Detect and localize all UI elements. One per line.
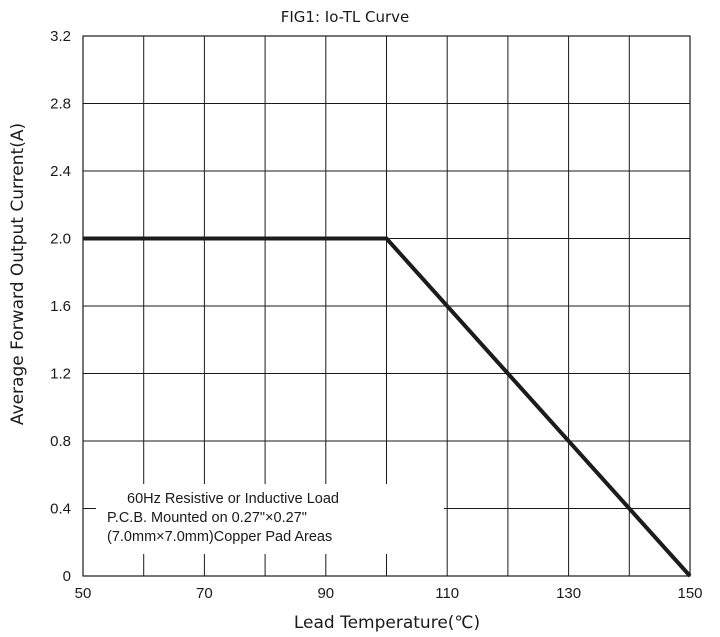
y-tick-label: 3.2 (50, 28, 71, 45)
series (83, 236, 692, 578)
y-axis-title: Average Forward Output Current(A) (8, 123, 28, 425)
chart-title: FIG1: Io-TL Curve (281, 8, 410, 26)
x-tick-label: 130 (556, 585, 581, 602)
y-tick-label: 0.4 (50, 501, 71, 518)
x-tick-label: 90 (317, 585, 334, 602)
annotation-line: P.C.B. Mounted on 0.27"×0.27" (107, 510, 307, 526)
series-line (83, 236, 692, 578)
tick-labels: 50 70 90 110 130 150 0 0.4 0.8 1.2 1.6 2.0 2.4 2.8 3.2 (50, 28, 702, 602)
annotation: 60Hz Resistive or Inductive Load P.C.B. M… (107, 491, 339, 545)
plot-frame (82, 35, 691, 577)
x-axis-title: Lead Temperature(℃) (294, 613, 480, 633)
x-tick-label: 50 (75, 585, 92, 602)
x-tick-label: 150 (677, 585, 702, 602)
annotation-line: 60Hz Resistive or Inductive Load (127, 491, 339, 507)
y-tick-label: 2.4 (50, 163, 71, 180)
y-tick-label: 0.8 (50, 433, 71, 450)
y-tick-label: 0 (63, 568, 71, 585)
y-tick-label: 1.2 (50, 366, 71, 383)
annotation-line: (7.0mm×7.0mm)Copper Pad Areas (107, 529, 332, 545)
y-tick-label: 2.0 (50, 231, 71, 248)
y-tick-label: 2.8 (50, 96, 71, 113)
x-tick-label: 70 (196, 585, 213, 602)
x-tick-label: 110 (435, 585, 459, 602)
annotation-background (96, 484, 444, 554)
y-tick-label: 1.6 (50, 298, 71, 315)
